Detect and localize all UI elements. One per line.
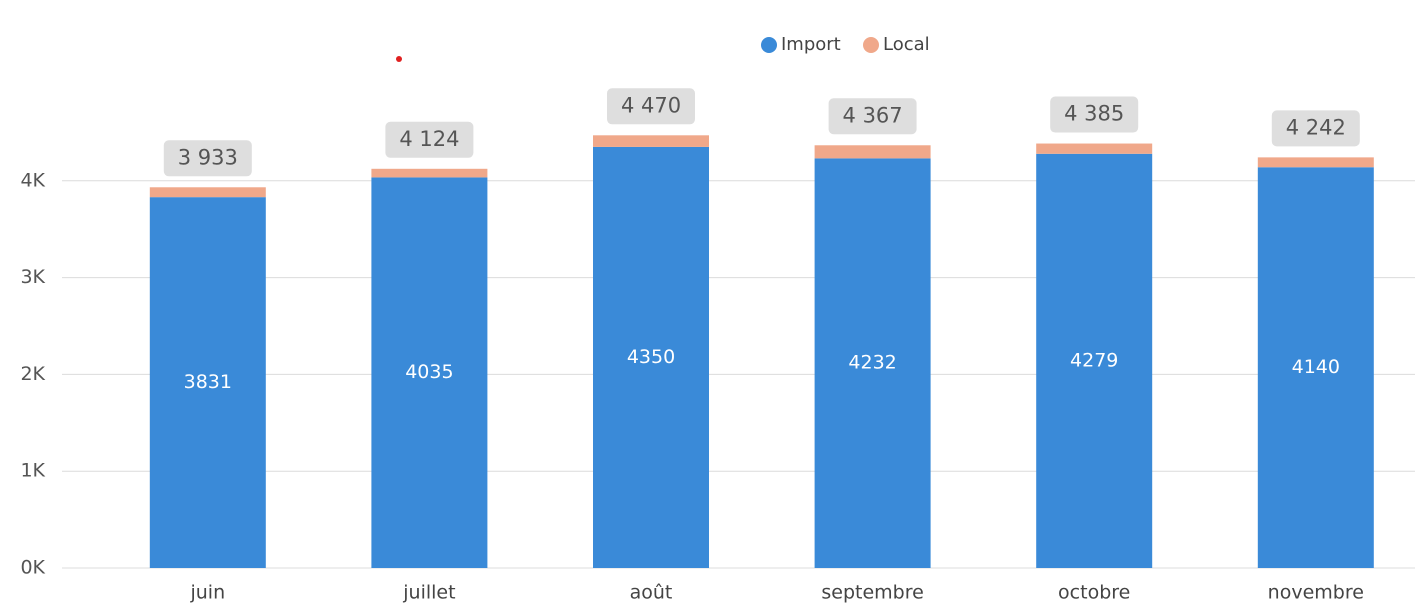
- bar-value-label: 4035: [405, 361, 453, 383]
- bar-segment: [814, 158, 931, 568]
- y-tick-label: 3K: [20, 266, 45, 288]
- bar-segment: [1036, 143, 1153, 154]
- bar-segment: [149, 187, 266, 198]
- total-label-box: [828, 98, 917, 135]
- bar-segment: [1257, 157, 1374, 168]
- total-label: 4 367: [843, 103, 903, 127]
- y-tick-label: 1K: [20, 460, 45, 482]
- total-label-box: [607, 88, 695, 125]
- bar-segment: [1036, 153, 1153, 569]
- bar-segment: [149, 197, 266, 569]
- total-label: 4 385: [1064, 102, 1124, 126]
- total-label-box: [1050, 96, 1139, 133]
- x-tick-label: septembre: [821, 582, 923, 604]
- legend-swatch: [863, 37, 879, 53]
- bar-value-label: 3831: [184, 371, 232, 393]
- bar-segment: [371, 177, 488, 569]
- bar-value-label: 4140: [1292, 356, 1340, 378]
- bar-segment: [814, 145, 931, 159]
- total-label: 4 124: [399, 127, 459, 151]
- bar-segment: [593, 146, 709, 569]
- x-tick-label: juin: [189, 582, 225, 604]
- bar-segment: [593, 135, 709, 147]
- total-label: 4 242: [1286, 115, 1346, 139]
- total-label-box: [163, 140, 252, 177]
- x-tick-label: novembre: [1268, 582, 1364, 604]
- bar-segment: [1257, 167, 1374, 569]
- x-tick-label: août: [630, 582, 673, 604]
- total-label-box: [385, 121, 474, 158]
- y-tick-label: 2K: [20, 363, 45, 385]
- legend-swatch: [761, 37, 777, 53]
- legend-label: Import: [781, 34, 841, 55]
- bar-value-label: 4350: [627, 346, 675, 368]
- x-tick-label: octobre: [1058, 582, 1130, 604]
- total-label: 4 470: [621, 93, 681, 117]
- y-tick-label: 0K: [20, 557, 45, 579]
- bar-value-label: 4279: [1070, 349, 1118, 371]
- legend-label: Local: [883, 34, 930, 55]
- total-label: 3 933: [178, 145, 238, 169]
- bar-value-label: 4232: [848, 352, 896, 374]
- y-tick-label: 4K: [20, 169, 45, 191]
- dot: [396, 56, 402, 62]
- x-tick-label: juillet: [402, 582, 455, 604]
- total-label-box: [1271, 110, 1360, 147]
- bar-segment: [371, 168, 488, 178]
